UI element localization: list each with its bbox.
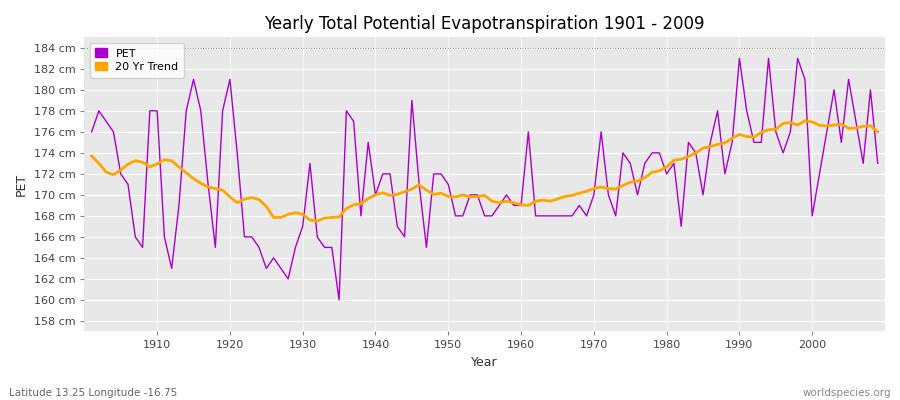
PET xyxy=(356,214,366,218)
20 Yr Trend xyxy=(312,219,323,224)
Text: worldspecies.org: worldspecies.org xyxy=(803,388,891,398)
Line: 20 Yr Trend: 20 Yr Trend xyxy=(92,121,878,221)
20 Yr Trend xyxy=(86,154,97,158)
20 Yr Trend xyxy=(523,203,534,208)
Line: PET: PET xyxy=(92,58,878,300)
Legend: PET, 20 Yr Trend: PET, 20 Yr Trend xyxy=(90,43,184,78)
PET xyxy=(304,161,315,166)
20 Yr Trend xyxy=(872,130,883,134)
PET xyxy=(734,56,745,61)
X-axis label: Year: Year xyxy=(472,356,498,369)
PET xyxy=(523,130,534,134)
20 Yr Trend xyxy=(610,187,621,192)
Title: Yearly Total Potential Evapotranspiration 1901 - 2009: Yearly Total Potential Evapotranspiratio… xyxy=(265,15,705,33)
20 Yr Trend xyxy=(799,118,810,123)
20 Yr Trend xyxy=(304,218,315,222)
PET xyxy=(86,130,97,134)
Y-axis label: PET: PET xyxy=(15,173,28,196)
PET xyxy=(516,203,526,208)
Text: Latitude 13.25 Longitude -16.75: Latitude 13.25 Longitude -16.75 xyxy=(9,388,177,398)
PET xyxy=(144,108,155,113)
PET xyxy=(872,161,883,166)
PET xyxy=(610,214,621,218)
20 Yr Trend xyxy=(516,202,526,207)
PET xyxy=(334,298,345,302)
20 Yr Trend xyxy=(356,202,366,206)
20 Yr Trend xyxy=(144,164,155,169)
